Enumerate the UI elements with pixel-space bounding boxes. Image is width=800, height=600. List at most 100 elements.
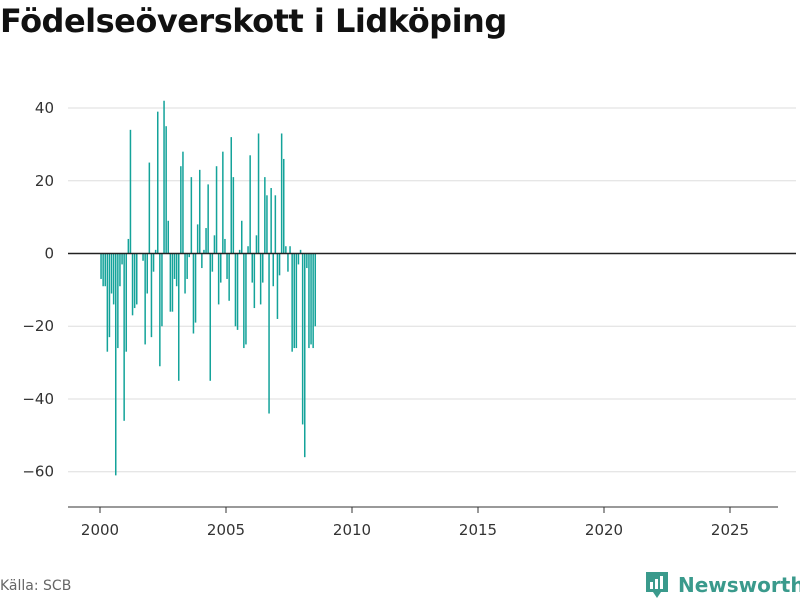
bar — [308, 253, 310, 349]
bar — [177, 253, 180, 381]
bar — [251, 253, 254, 283]
bar — [142, 253, 144, 261]
x-tick-label: 2005 — [207, 521, 245, 539]
bar — [314, 253, 317, 327]
bar — [243, 253, 245, 349]
y-tick-label: 40 — [35, 99, 54, 117]
y-tick-label: −60 — [22, 463, 54, 481]
bar — [192, 253, 195, 334]
x-tick-label: 2010 — [333, 521, 371, 539]
bar — [274, 195, 277, 254]
x-axis-tick-labels: 2000 2005 2010 2015 2020 2025 — [81, 507, 749, 539]
bar — [257, 133, 260, 254]
x-tick-label: 2000 — [81, 521, 119, 539]
bar — [144, 253, 146, 345]
bar — [255, 235, 258, 254]
bar — [270, 188, 272, 254]
bar — [161, 253, 163, 327]
bar — [190, 177, 193, 254]
y-tick-label: −20 — [22, 317, 54, 335]
bar — [167, 220, 170, 254]
bar — [282, 158, 285, 254]
bar — [102, 253, 104, 287]
bar — [148, 162, 151, 254]
bar — [173, 253, 176, 279]
bar — [100, 253, 102, 279]
bar — [188, 253, 191, 258]
bar — [272, 253, 275, 287]
bar — [299, 249, 302, 254]
bar — [303, 253, 306, 458]
bar — [276, 253, 279, 319]
bar — [150, 253, 153, 338]
bar — [110, 253, 113, 294]
bar — [207, 184, 209, 254]
bar — [182, 151, 184, 254]
source-note: Källa: SCB — [0, 578, 72, 594]
x-tick-label: 2025 — [711, 521, 749, 539]
bar — [222, 151, 224, 254]
bar — [249, 155, 251, 254]
bar — [106, 253, 109, 352]
bar — [114, 253, 117, 476]
bar — [131, 253, 134, 316]
y-tick-label: 20 — [35, 172, 54, 190]
bar — [201, 253, 203, 269]
bar — [217, 253, 220, 305]
bar — [297, 253, 300, 265]
bar — [219, 253, 222, 283]
brand-name: Newsworthy — [678, 573, 800, 597]
bar — [293, 253, 296, 349]
bar — [240, 220, 243, 254]
bar — [165, 126, 167, 254]
bar — [310, 253, 312, 345]
bar — [171, 253, 174, 312]
bar — [259, 253, 262, 305]
bar — [301, 253, 304, 425]
bar — [211, 253, 214, 272]
y-axis-tick-labels: −60 −40 −20 0 20 40 — [22, 99, 54, 481]
bar — [127, 238, 130, 254]
bar — [213, 235, 216, 254]
bar — [266, 195, 268, 254]
bar — [247, 246, 249, 254]
bar — [156, 111, 159, 254]
bar-series — [100, 100, 317, 476]
bar — [306, 253, 308, 269]
bar — [203, 249, 205, 254]
bar — [230, 137, 233, 254]
bar — [312, 253, 314, 349]
bar — [285, 246, 287, 254]
bar — [146, 253, 149, 294]
y-tick-label: −40 — [22, 390, 54, 408]
bar — [194, 253, 197, 323]
bar — [152, 253, 155, 272]
grid-lines — [68, 107, 796, 473]
brand[interactable]: Newsworthy — [644, 570, 800, 600]
bar — [205, 228, 207, 254]
bar — [253, 253, 256, 309]
bar — [224, 238, 226, 254]
bar — [104, 253, 107, 287]
bar — [117, 253, 119, 349]
bar — [154, 249, 157, 254]
bar — [278, 253, 281, 276]
bar — [232, 177, 235, 254]
bar — [238, 249, 241, 254]
bar — [135, 253, 138, 305]
bar — [180, 166, 182, 254]
bar — [291, 253, 293, 352]
bar — [163, 100, 165, 254]
bar — [280, 133, 283, 254]
bar — [133, 253, 136, 309]
x-tick-label: 2020 — [585, 521, 623, 539]
bar — [261, 253, 264, 283]
bar — [121, 253, 123, 265]
bar — [175, 253, 178, 287]
bar — [196, 224, 199, 254]
bar — [169, 253, 172, 312]
bar — [295, 253, 298, 349]
bar — [245, 253, 247, 345]
bar — [129, 129, 132, 254]
bar — [226, 253, 228, 279]
